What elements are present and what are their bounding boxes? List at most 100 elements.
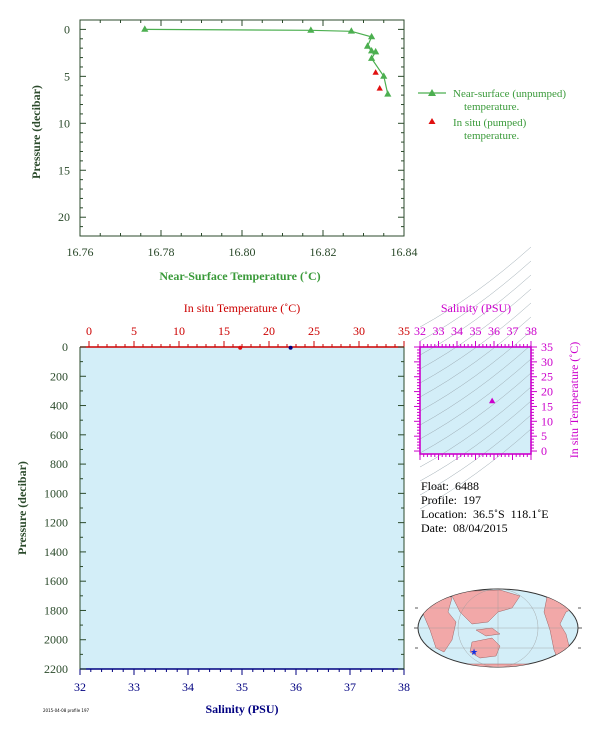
top-x-tick-label: 16.82 [310,245,337,259]
pressure-tick-label: 1800 [44,603,68,617]
temperature-tick-label: 30 [353,324,365,338]
float-info: Float: 6488 Profile: 197 Location: 36.5˚… [421,479,549,535]
pressure-tick-label: 2200 [44,662,68,676]
ts-salinity-label: Salinity (PSU) [441,301,511,315]
top-x-tick-label: 16.78 [148,245,175,259]
profile-chart: 0 5 10 15 20 25 30 35 32 33 34 35 36 37 38 0 200 400 600 80… [15,301,410,716]
ts-temperature-tick-label: 25 [541,370,553,384]
ts-density-contour [419,344,532,426]
ts-temperature-label: In situ Temperature (˚C) [567,342,581,459]
top-x-tick-label: 16.76 [67,245,94,259]
temperature-tick-label: 35 [398,324,410,338]
pressure-tick-label: 600 [50,428,68,442]
ts-salinity-tick-label: 36 [488,324,500,338]
salinity-axis-label: Salinity (PSU) [205,702,278,716]
ts-density-contour [419,316,532,398]
near-surface-point [141,25,149,32]
legend-marker-unpumped [428,89,436,96]
ts-plot-area [420,347,531,454]
pressure-tick-label: 800 [50,457,68,471]
pressure-tick-label: 1400 [44,545,68,559]
in-situ-point [376,85,383,91]
pressure-tick-label: 1600 [44,574,68,588]
top-x-tick-label: 16.84 [391,245,418,259]
near-surface-point [372,47,380,55]
in-situ-point [372,69,379,75]
temperature-tick-label: 0 [86,324,92,338]
ts-salinity-tick-label: 33 [433,324,445,338]
temperature-tick-label: 10 [173,324,185,338]
pressure-tick-label: 400 [50,399,68,413]
float-id: Float: 6488 [421,479,480,493]
ts-density-contour [419,274,532,356]
salinity-tick-label: 36 [290,680,302,694]
ts-temperature-tick-label: 20 [541,385,553,399]
float-location-marker: ★ [470,647,478,657]
ts-density-contour [419,302,532,384]
top-y-tick-label: 10 [58,116,70,130]
temperature-tick-label: 15 [218,324,230,338]
profile-number: Profile: 197 [421,493,481,507]
temperature-axis-label: In situ Temperature (˚C) [184,301,301,315]
pressure-tick-label: 0 [62,340,68,354]
legend: Near-surface (unpumped) temperature. In … [418,88,566,142]
near-surface-point [368,46,376,54]
near-surface-point [368,32,376,40]
ts-temperature-tick-label: 15 [541,399,553,413]
ts-density-contour [419,288,532,370]
ts-density-contour [419,386,532,468]
salinity-tick-label: 37 [344,680,356,694]
profile-plot-area [80,347,404,669]
salinity-tick-label: 32 [74,680,86,694]
near-surface-point [363,42,372,49]
ts-density-contour [419,330,532,412]
ts-density-contour [419,400,532,482]
near-surface-point [380,72,388,79]
salinity-tick-label: 38 [398,680,410,694]
legend-label-pumped-2: temperature. [464,130,520,142]
ts-temperature-tick-label: 0 [541,444,547,458]
ts-density-contour [419,372,532,454]
legend-label-unpumped-1: Near-surface (unpumped) [453,88,566,100]
pressure-tick-label: 2000 [44,633,68,647]
location: Location: 36.5˚S 118.1˚E [421,507,549,521]
top-y-tick-label: 5 [64,69,70,83]
pressure-tick-label: 1000 [44,486,68,500]
near-surface-line [144,28,389,95]
ts-density-contour [419,260,532,342]
salinity-tick-label: 35 [236,680,248,694]
salinity-tick-label: 33 [128,680,140,694]
ts-temperature-tick-label: 30 [541,355,553,369]
profile-y-axis-label: Pressure (decibar) [15,461,29,555]
top-y-tick-label: 0 [64,22,70,36]
ts-salinity-tick-label: 38 [525,324,537,338]
top-y-tick-label: 20 [58,210,70,224]
top-x-tick-label: 16.80 [229,245,256,259]
location-map: ★ [414,588,582,668]
pressure-tick-label: 1200 [44,516,68,530]
date: Date: 08/04/2015 [421,521,508,535]
legend-label-unpumped-2: temperature. [464,101,520,113]
ts-temperature-tick-label: 10 [541,414,553,428]
near-surface-point [307,26,315,33]
salinity-tick-label: 34 [182,680,194,694]
ts-salinity-tick-label: 37 [507,324,519,338]
ts-temperature-tick-label: 5 [541,429,547,443]
ts-point [489,397,496,404]
top-y-tick-label: 15 [58,163,70,177]
top-plot-frame [79,19,405,237]
footnote: 2015-04-08 profile 197 [43,708,90,713]
ts-salinity-tick-label: 35 [470,324,482,338]
temperature-tick-label: 25 [308,324,320,338]
legend-marker-pumped [428,118,436,124]
near-surface-point [368,54,376,61]
ts-salinity-tick-label: 34 [451,324,463,338]
ts-density-contour [419,428,532,510]
near-surface-chart: 16.76 16.78 16.80 16.82 16.84 0 5 10 15 20 Near-S… [29,19,566,283]
ts-temperature-tick-label: 35 [541,340,553,354]
ts-density-contour [419,246,532,328]
top-x-axis-label: Near-Surface Temperature (˚C) [159,269,320,283]
temperature-tick-label: 20 [263,324,275,338]
